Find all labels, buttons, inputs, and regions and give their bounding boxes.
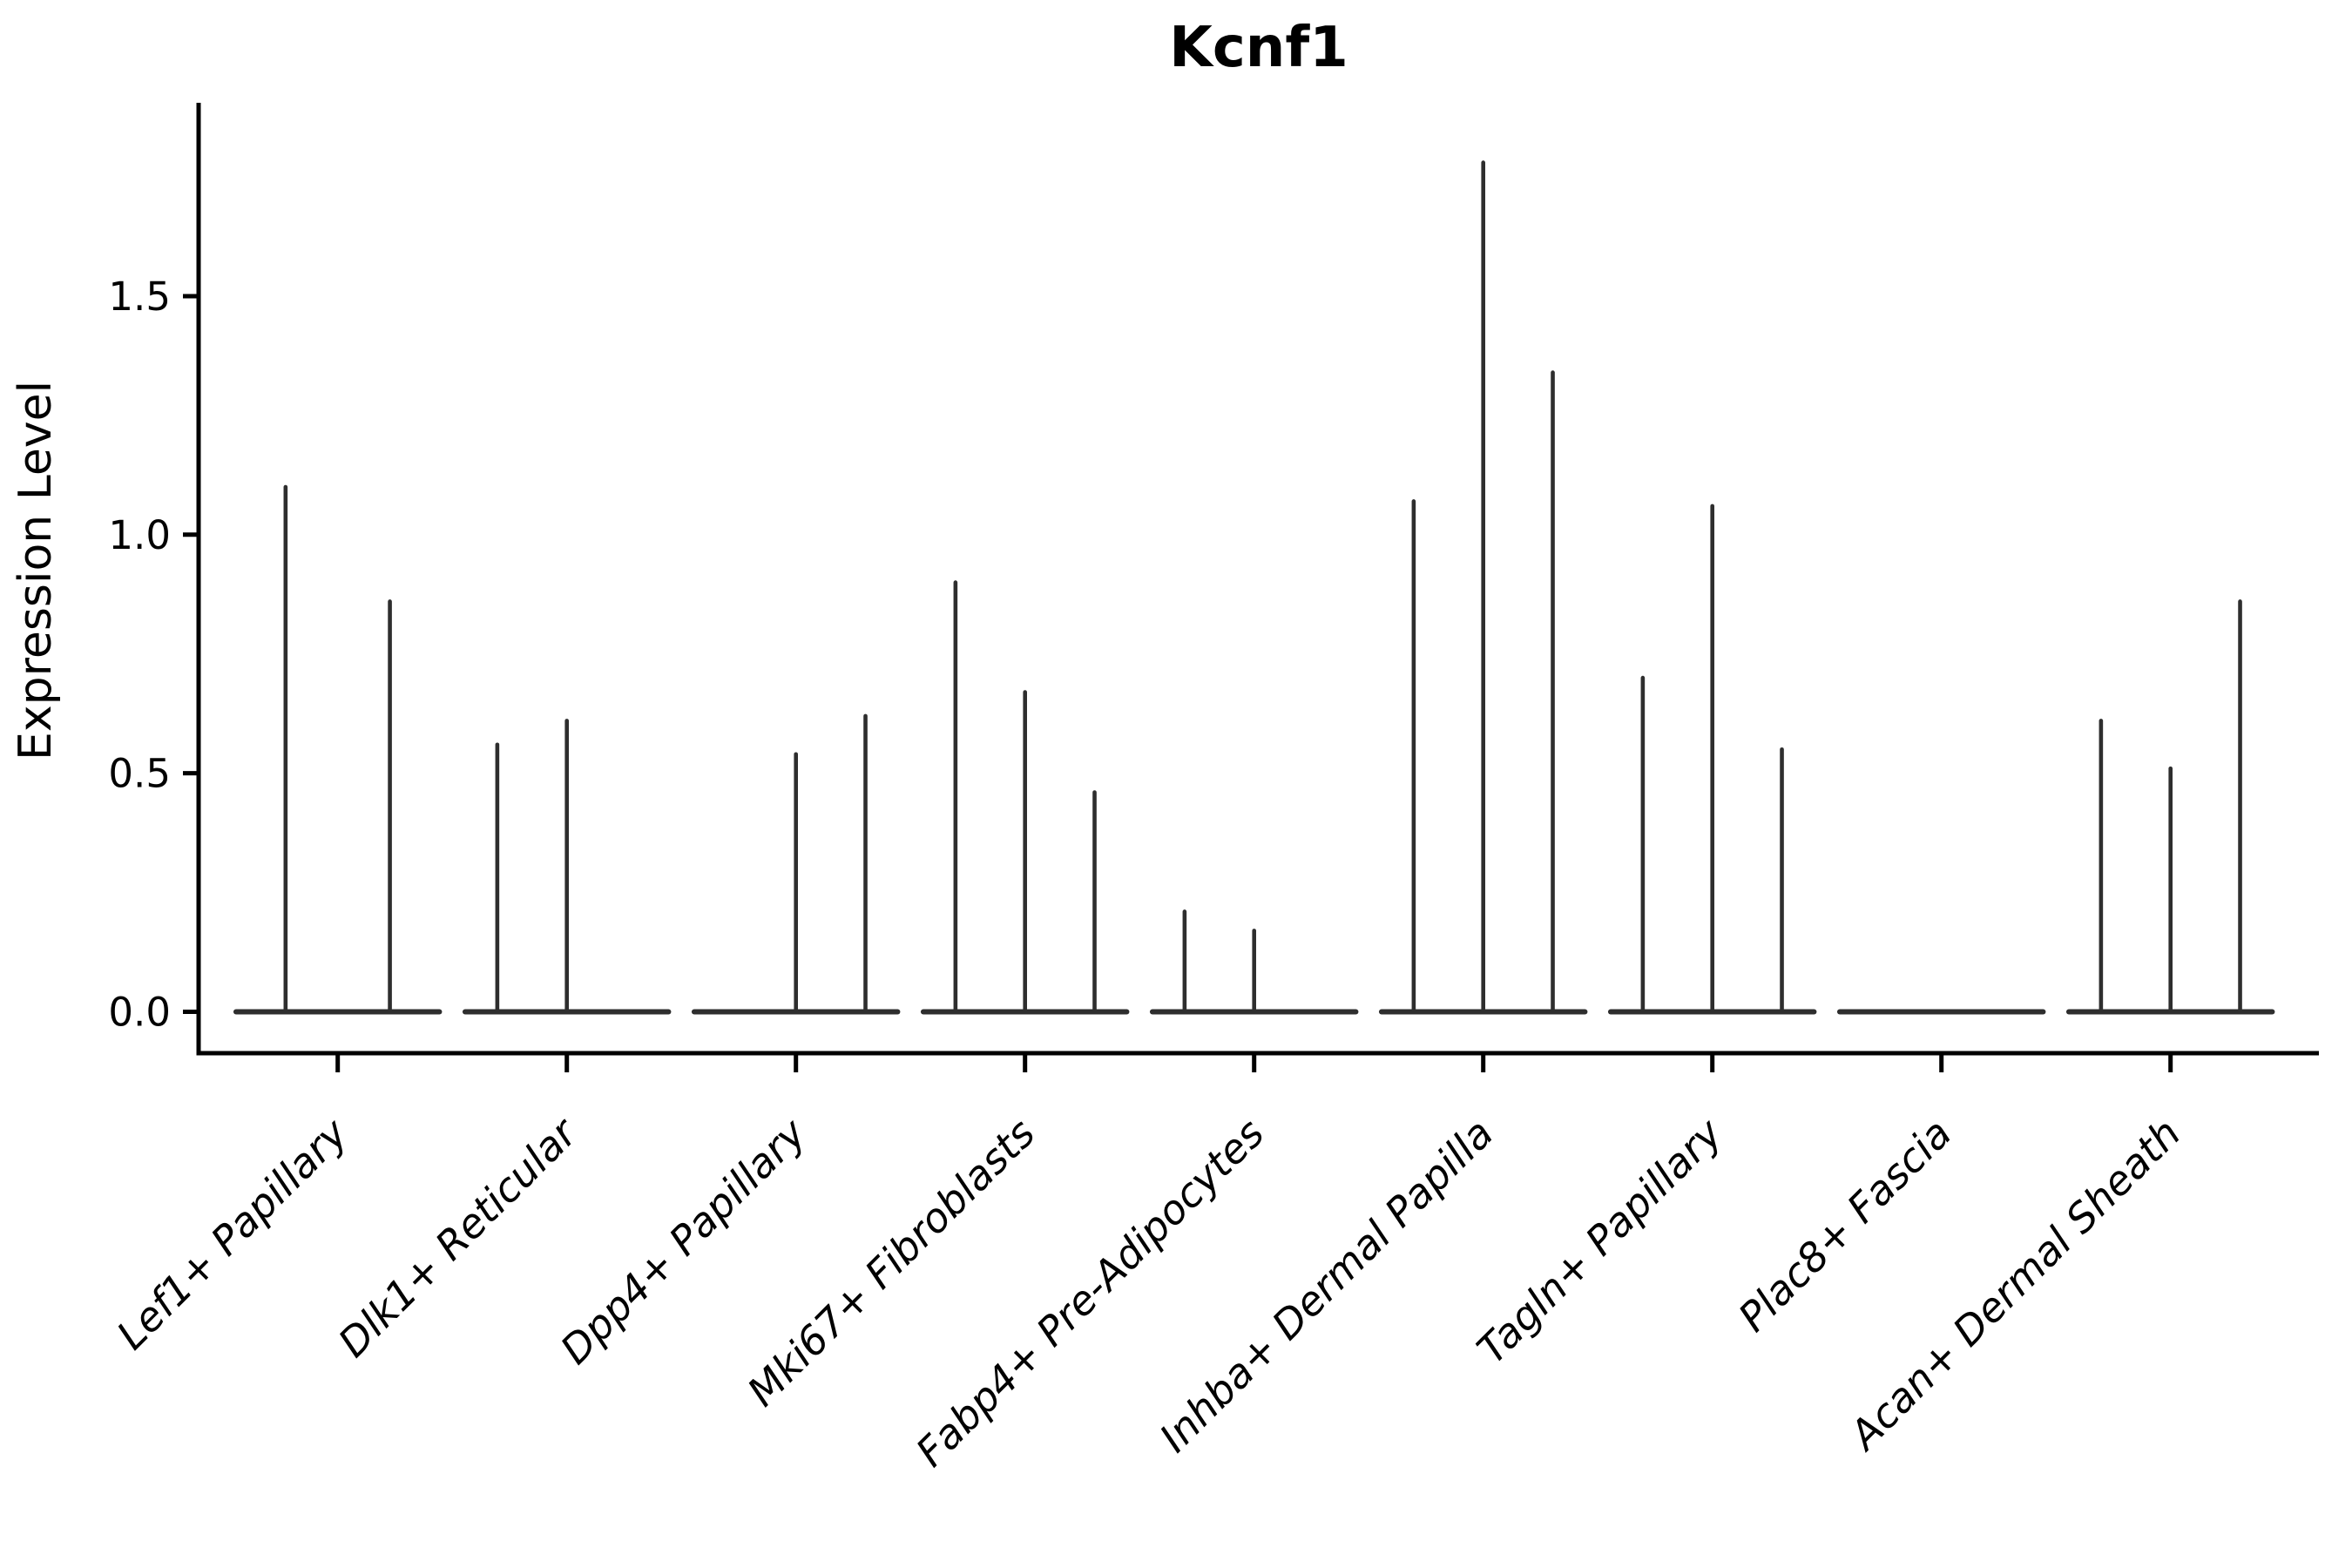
y-axis-label: Expression Level — [10, 381, 62, 760]
x-tick-label: Dlk1+ Reticular — [329, 1107, 588, 1366]
x-tick-label: Lef1+ Papillary — [108, 1109, 357, 1358]
violins-layer — [233, 160, 2275, 1015]
y-tick-label: 1.5 — [108, 274, 171, 320]
x-tick-label: Plac8+ Fascia — [1729, 1110, 1960, 1341]
y-tick-label: 0.5 — [108, 751, 171, 797]
x-tick-label: Dpp4+ Papillary — [551, 1109, 815, 1373]
y-tick-label: 1.0 — [108, 512, 171, 558]
x-tick-label: Tagln+ Papillary — [1468, 1109, 1732, 1373]
chart-title: Kcnf1 — [1169, 16, 1348, 80]
y-tick-label: 0.0 — [108, 990, 171, 1036]
